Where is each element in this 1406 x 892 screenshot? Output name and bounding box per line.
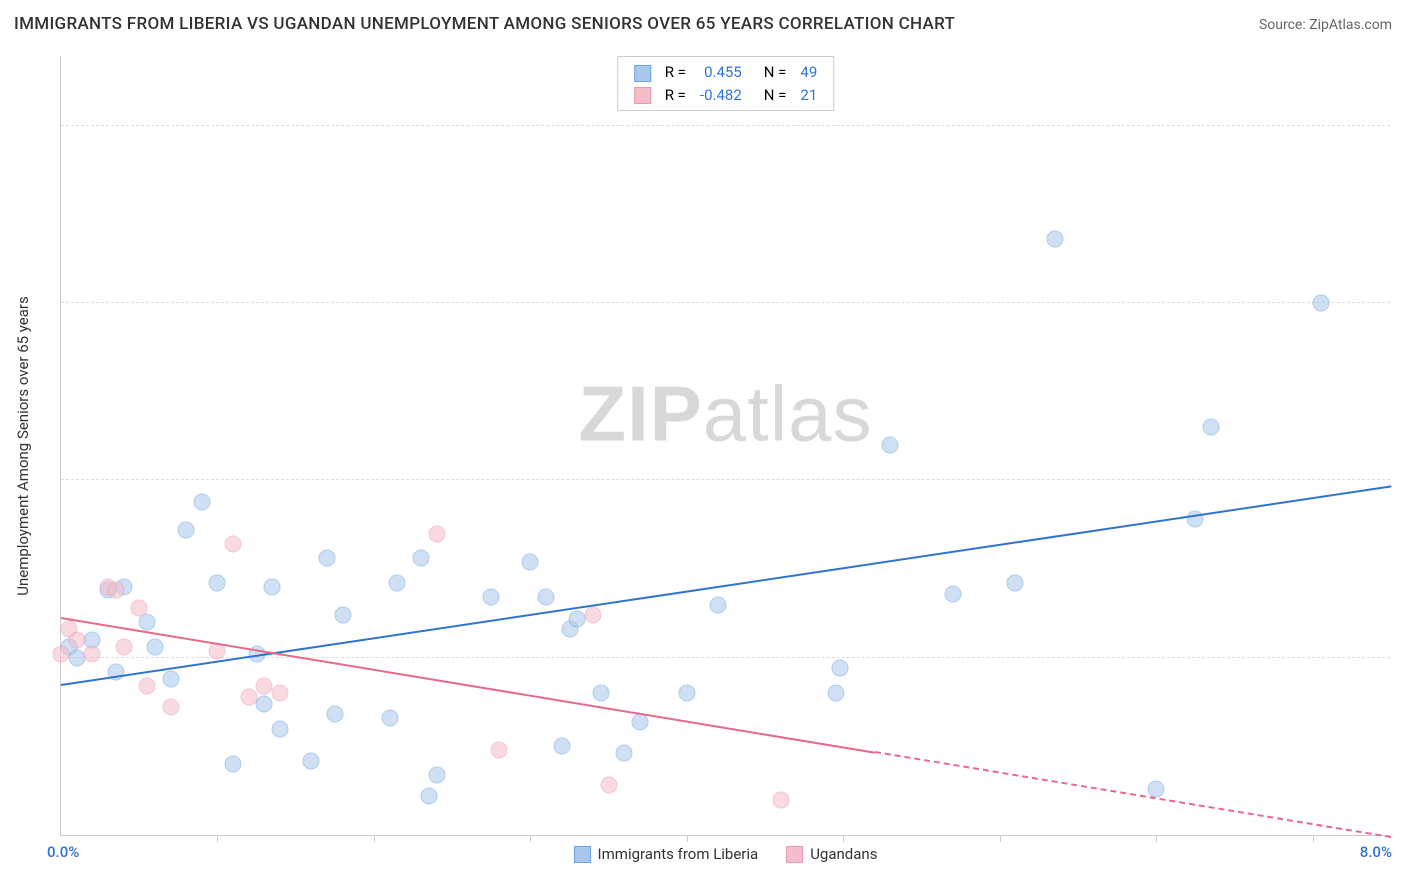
scatter-point xyxy=(616,745,633,762)
scatter-point xyxy=(428,766,445,783)
plot-area: ZIPatlas Unemployment Among Seniors over… xyxy=(60,56,1390,836)
scatter-point xyxy=(1148,780,1165,797)
scatter-point xyxy=(115,639,132,656)
trend-line xyxy=(61,617,875,754)
legend-swatch xyxy=(634,87,651,104)
source-label: Source: ZipAtlas.com xyxy=(1259,17,1392,33)
scatter-point xyxy=(1203,419,1220,436)
scatter-point xyxy=(710,596,727,613)
scatter-point xyxy=(272,720,289,737)
y-tick-label: 15.0% xyxy=(1395,276,1406,294)
gridline xyxy=(61,125,1390,126)
scatter-point xyxy=(491,741,508,758)
scatter-point xyxy=(553,738,570,755)
scatter-point xyxy=(538,589,555,606)
title-bar: IMMIGRANTS FROM LIBERIA VS UGANDAN UNEMP… xyxy=(14,14,1392,34)
gridline xyxy=(61,302,1390,303)
scatter-point xyxy=(483,589,500,606)
legend-series-item: Immigrants from Liberia xyxy=(574,845,759,863)
x-tick xyxy=(687,835,688,842)
scatter-point xyxy=(162,671,179,688)
legend-swatch xyxy=(786,846,803,863)
x-tick xyxy=(1000,835,1001,842)
legend-n-label: N = xyxy=(750,85,793,106)
legend-n-value: 49 xyxy=(794,62,823,83)
scatter-point xyxy=(944,585,961,602)
scatter-point xyxy=(1312,295,1329,312)
scatter-point xyxy=(256,695,273,712)
legend-r-label: R = xyxy=(659,85,692,106)
scatter-point xyxy=(882,437,899,454)
legend-series-label: Immigrants from Liberia xyxy=(598,845,759,863)
watermark: ZIPatlas xyxy=(578,369,872,460)
scatter-point xyxy=(131,600,148,617)
scatter-point xyxy=(240,688,257,705)
legend-swatch xyxy=(574,846,591,863)
trend-line xyxy=(874,751,1391,838)
scatter-point xyxy=(178,522,195,539)
x-origin-label: 0.0% xyxy=(47,843,79,861)
scatter-point xyxy=(256,678,273,695)
x-tick xyxy=(530,835,531,842)
scatter-point xyxy=(68,632,85,649)
x-tick xyxy=(374,835,375,842)
scatter-point xyxy=(1007,575,1024,592)
legend-correlation-row: R =0.455N =49 xyxy=(628,62,824,83)
scatter-point xyxy=(772,791,789,808)
scatter-point xyxy=(84,646,101,663)
scatter-point xyxy=(272,685,289,702)
chart-title: IMMIGRANTS FROM LIBERIA VS UGANDAN UNEMP… xyxy=(14,14,955,34)
scatter-point xyxy=(522,554,539,571)
scatter-point xyxy=(68,649,85,666)
scatter-point xyxy=(319,550,336,567)
scatter-point xyxy=(162,699,179,716)
legend-n-value: 21 xyxy=(794,85,823,106)
scatter-point xyxy=(334,607,351,624)
scatter-point xyxy=(827,685,844,702)
scatter-point xyxy=(678,685,695,702)
scatter-point xyxy=(592,685,609,702)
scatter-point xyxy=(600,777,617,794)
scatter-point xyxy=(303,752,320,769)
legend-correlation-box: R =0.455N =49R =-0.482N =21 xyxy=(617,56,835,111)
scatter-point xyxy=(326,706,343,723)
x-end-label: 8.0% xyxy=(1360,843,1392,861)
scatter-point xyxy=(139,678,156,695)
scatter-point xyxy=(389,575,406,592)
y-tick-label: 20.0% xyxy=(1395,99,1406,117)
gridline xyxy=(61,479,1390,480)
x-tick xyxy=(1313,835,1314,842)
scatter-point xyxy=(420,788,437,805)
scatter-point xyxy=(832,660,849,677)
legend-r-value: -0.482 xyxy=(694,85,748,106)
legend-r-value: 0.455 xyxy=(694,62,748,83)
scatter-point xyxy=(225,756,242,773)
y-axis-label: Unemployment Among Seniors over 65 years xyxy=(14,296,32,595)
legend-r-label: R = xyxy=(659,62,692,83)
scatter-point xyxy=(264,578,281,595)
legend-series: Immigrants from Liberia Ugandans xyxy=(574,845,878,863)
x-tick xyxy=(217,835,218,842)
x-tick xyxy=(1156,835,1157,842)
legend-correlation-row: R =-0.482N =21 xyxy=(628,85,824,106)
scatter-point xyxy=(209,575,226,592)
legend-n-label: N = xyxy=(750,62,793,83)
scatter-point xyxy=(428,525,445,542)
legend-series-label: Ugandans xyxy=(810,845,877,863)
scatter-point xyxy=(53,646,70,663)
scatter-point xyxy=(193,493,210,510)
scatter-point xyxy=(146,639,163,656)
y-tick-label: 10.0% xyxy=(1395,453,1406,471)
scatter-point xyxy=(1046,231,1063,248)
legend-swatch xyxy=(634,65,651,82)
scatter-point xyxy=(225,536,242,553)
scatter-point xyxy=(107,582,124,599)
legend-series-item: Ugandans xyxy=(786,845,877,863)
x-tick xyxy=(843,835,844,842)
y-tick-label: 5.0% xyxy=(1395,631,1406,649)
scatter-point xyxy=(412,550,429,567)
scatter-point xyxy=(381,710,398,727)
scatter-point xyxy=(569,610,586,627)
scatter-point xyxy=(585,607,602,624)
